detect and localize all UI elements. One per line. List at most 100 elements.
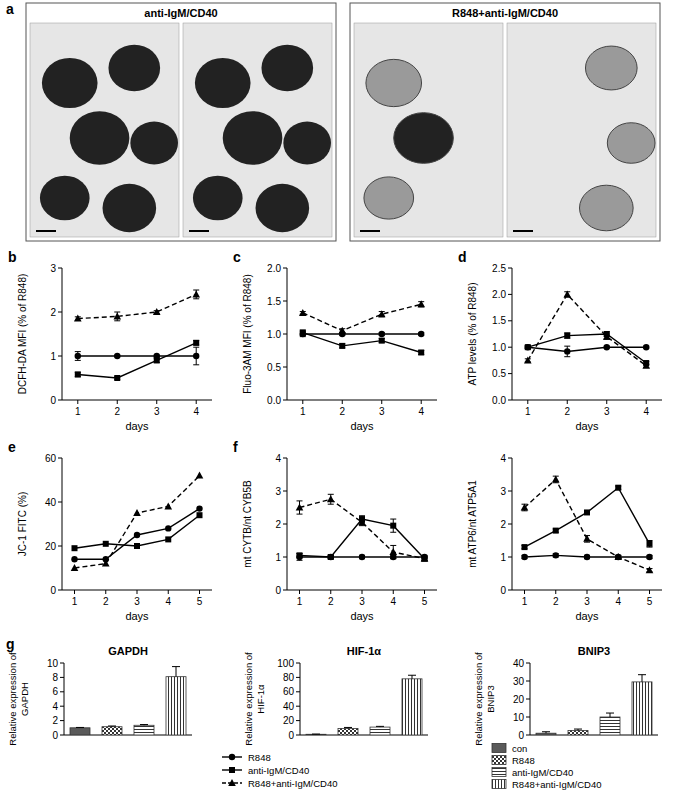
point <box>358 518 366 525</box>
legend-marker <box>228 779 236 786</box>
series-line <box>303 304 421 330</box>
x-tick-label: 5 <box>197 596 203 607</box>
point <box>646 554 652 560</box>
y-tick-label: 1.0 <box>492 342 506 353</box>
x-tick-label: 5 <box>422 596 428 607</box>
point <box>522 544 528 550</box>
y-tick <box>283 458 287 459</box>
x-tick <box>302 400 303 404</box>
point <box>197 512 203 518</box>
bar <box>70 728 90 735</box>
image-frame <box>350 3 660 241</box>
point <box>521 554 527 560</box>
x-tick <box>199 590 200 594</box>
point <box>193 353 199 359</box>
point <box>524 356 532 363</box>
cell <box>366 59 422 106</box>
x-tick <box>299 590 300 594</box>
legend-swatch <box>492 756 506 765</box>
x-tick <box>555 590 556 594</box>
y-tick-label: 0.0 <box>492 395 506 406</box>
y-tick <box>283 334 287 335</box>
point <box>134 532 140 538</box>
error-bar <box>312 734 320 735</box>
x-tick-label: 3 <box>359 596 365 607</box>
x-axis-label: days <box>350 610 374 622</box>
bar <box>166 677 186 735</box>
y-tick <box>58 502 62 503</box>
point <box>71 556 77 562</box>
y-axis <box>62 458 63 590</box>
point <box>299 309 307 316</box>
scale-bar <box>36 230 56 232</box>
point <box>525 344 531 350</box>
plot-data <box>296 494 429 561</box>
point <box>300 330 306 336</box>
image-frame <box>26 3 336 241</box>
cell <box>70 111 130 165</box>
x-tick <box>424 590 425 594</box>
y-tick-label: 0.5 <box>267 362 281 373</box>
point <box>74 315 82 322</box>
x-tick-label: 1 <box>300 406 306 417</box>
bar-chart: BNIP3010203040Relative expression ofBNIP… <box>473 645 658 746</box>
point <box>422 556 428 562</box>
series-line <box>300 519 425 559</box>
plot-data <box>306 675 422 735</box>
y-axis-label: mt CYTB/nt CYB5B <box>242 480 253 568</box>
x-tick-label: 2 <box>328 596 334 607</box>
bar <box>370 727 390 735</box>
point <box>75 371 81 377</box>
y-tick <box>283 524 287 525</box>
cell <box>607 123 655 164</box>
error-bar <box>408 675 416 679</box>
bar <box>134 725 154 735</box>
legend-swatch <box>492 780 506 789</box>
micrograph <box>354 23 503 237</box>
x-tick-label: 1 <box>72 596 78 607</box>
error-bar <box>376 726 384 728</box>
error-bar <box>193 341 199 345</box>
point <box>71 564 79 571</box>
bar <box>338 729 358 735</box>
legend-label: R848+anti-IgM/CD40 <box>512 779 602 790</box>
y-tick <box>60 677 64 678</box>
scale-bar <box>360 230 380 232</box>
y-tick-label: 60 <box>45 453 57 464</box>
y-tick-label: 10 <box>47 658 59 669</box>
x-axis-label: days <box>125 610 149 622</box>
x-tick-label: 4 <box>165 596 171 607</box>
point <box>103 541 109 547</box>
point <box>647 541 653 547</box>
x-tick <box>77 400 78 404</box>
y-tick-label: 2 <box>52 715 58 726</box>
y-tick <box>508 524 512 525</box>
error-bar <box>606 713 614 717</box>
y-tick-label: 4 <box>500 453 506 464</box>
x-tick <box>362 590 363 594</box>
y-tick-label: 0 <box>50 395 56 406</box>
point <box>583 535 591 542</box>
y-axis-label: ATP levels (% of R848) <box>467 282 478 385</box>
y-tick <box>508 590 512 591</box>
micrograph <box>183 23 332 237</box>
y-axis <box>512 268 513 400</box>
point <box>615 485 621 491</box>
x-tick <box>342 400 343 404</box>
point <box>421 555 429 562</box>
point <box>564 348 570 354</box>
y-axis-label: HIF-1α <box>255 684 266 714</box>
panel-letter: d <box>458 249 467 265</box>
point <box>553 528 559 534</box>
plot-data <box>74 290 200 381</box>
cell <box>193 176 243 221</box>
y-tick-label: 20 <box>283 715 295 726</box>
y-tick-label: 10 <box>513 712 525 723</box>
y-axis <box>300 663 301 735</box>
bar <box>402 679 422 735</box>
y-tick <box>58 268 62 269</box>
point <box>615 554 621 560</box>
point <box>114 353 120 359</box>
y-tick-label: 2.5 <box>492 263 506 274</box>
error-bar <box>638 675 646 682</box>
